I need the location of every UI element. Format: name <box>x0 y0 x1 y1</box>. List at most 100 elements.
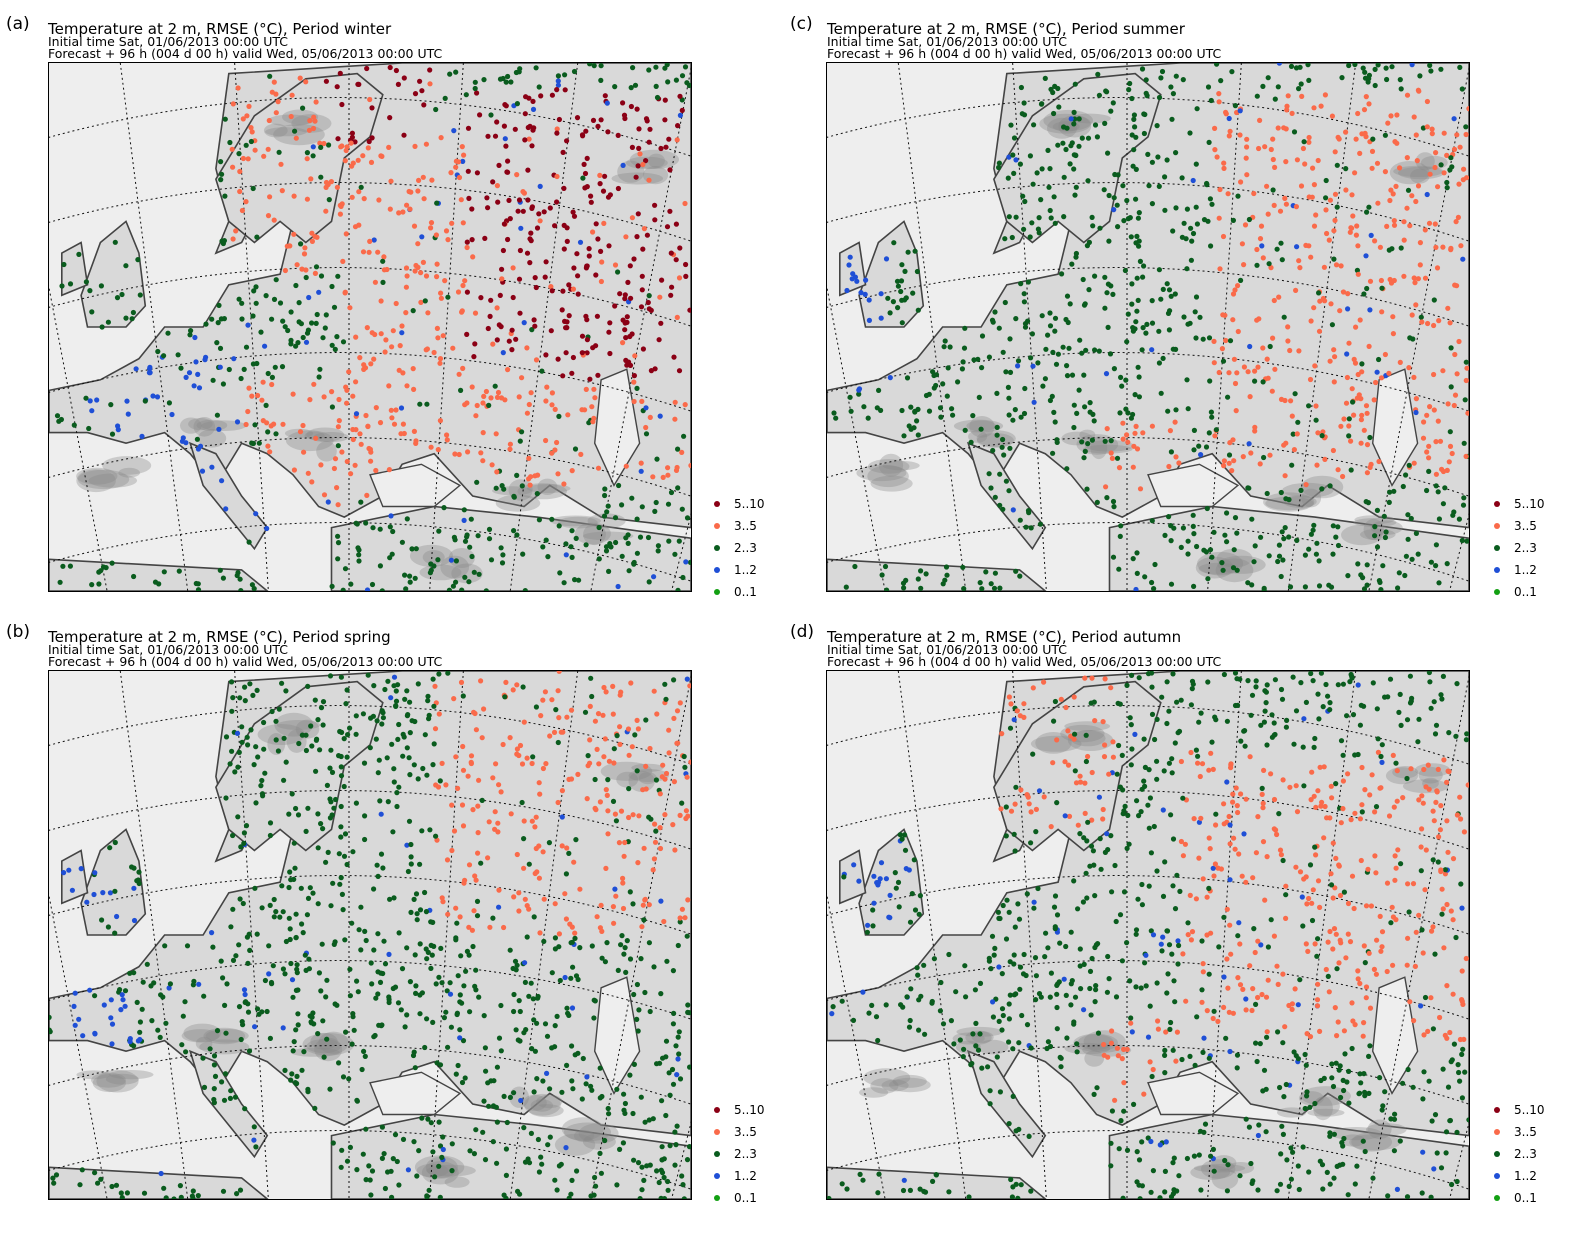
station-dot <box>1140 274 1146 280</box>
station-dot <box>329 583 335 590</box>
station-dot <box>1277 847 1284 853</box>
station-dot <box>1460 502 1467 508</box>
station-dot <box>901 585 907 591</box>
station-dot <box>318 988 324 994</box>
station-dot <box>1108 833 1114 839</box>
station-dot <box>1424 191 1430 198</box>
station-dot <box>986 958 992 964</box>
station-dot <box>686 82 691 89</box>
station-dot <box>1349 675 1355 681</box>
station-dot <box>533 65 539 71</box>
station-dot <box>1149 1073 1155 1080</box>
station-dot <box>1157 1142 1163 1148</box>
station-dot <box>1058 1064 1064 1070</box>
forecast-time: Forecast + 96 h (004 d 00 h) valid Wed, … <box>48 654 443 669</box>
station-dot <box>135 257 141 263</box>
station-dot <box>474 402 480 409</box>
station-dot <box>1353 232 1359 238</box>
station-dot <box>439 1154 445 1160</box>
station-dot <box>1175 938 1181 944</box>
station-dot <box>289 1071 295 1077</box>
station-dot <box>1162 1189 1168 1195</box>
station-dot <box>1444 179 1450 186</box>
station-dot <box>1241 831 1247 837</box>
station-dot <box>339 101 345 108</box>
station-dot <box>1431 322 1437 329</box>
station-dot <box>1208 409 1214 415</box>
station-dot <box>668 489 675 496</box>
station-dot <box>1021 701 1027 707</box>
station-dot <box>1111 207 1117 213</box>
station-dot <box>1028 809 1034 815</box>
station-dot <box>1312 1100 1318 1107</box>
station-dot <box>1456 1069 1462 1076</box>
station-dot <box>1447 1117 1453 1124</box>
station-dot <box>323 179 330 186</box>
terrain-shade <box>102 456 152 475</box>
station-dot <box>676 1029 682 1035</box>
station-dot <box>1441 757 1447 763</box>
station-dot <box>672 399 678 405</box>
station-dot <box>1290 1149 1296 1155</box>
station-dot <box>1212 861 1218 867</box>
station-dot <box>1223 1035 1229 1041</box>
station-dot <box>248 125 254 131</box>
station-dot <box>1185 321 1191 327</box>
station-dot <box>1227 128 1233 134</box>
station-dot <box>602 93 608 99</box>
station-dot <box>631 1157 637 1163</box>
terrain-shade <box>522 1094 547 1111</box>
station-dot <box>1318 671 1324 676</box>
station-dot <box>378 298 384 304</box>
station-dot <box>348 140 354 146</box>
station-dot <box>1453 934 1459 941</box>
legend-label: 2..3 <box>734 541 757 555</box>
station-dot <box>517 1008 523 1015</box>
station-dot <box>369 330 375 336</box>
station-dot <box>1383 65 1389 71</box>
station-dot <box>461 152 467 158</box>
station-dot <box>1375 63 1381 68</box>
station-dot <box>1420 1096 1426 1102</box>
station-dot <box>1124 432 1130 438</box>
station-dot <box>451 828 458 834</box>
station-dot <box>293 343 299 349</box>
station-dot <box>1128 234 1134 240</box>
station-dot <box>426 712 432 718</box>
station-dot <box>1164 157 1170 163</box>
inland-sea <box>1147 463 1240 508</box>
station-dot <box>356 222 362 228</box>
station-dot <box>1076 387 1082 393</box>
station-dot <box>240 155 246 162</box>
station-dot <box>1102 274 1108 280</box>
station-dot <box>1288 1145 1294 1151</box>
station-dot <box>1357 317 1363 323</box>
station-dot <box>416 1148 422 1154</box>
station-dot <box>1039 166 1045 172</box>
station-dot <box>431 349 437 356</box>
station-dot <box>1024 1022 1031 1028</box>
station-dot <box>621 951 627 957</box>
station-dot <box>1043 346 1049 352</box>
station-dot <box>614 1182 620 1188</box>
station-dot <box>1393 760 1399 766</box>
station-dot <box>1455 1062 1461 1068</box>
station-dot <box>899 320 905 326</box>
station-dot <box>123 263 129 269</box>
station-dot <box>413 983 419 989</box>
station-dot <box>1117 533 1123 539</box>
station-dot <box>331 805 337 811</box>
station-dot <box>249 129 255 135</box>
station-dot <box>261 153 267 159</box>
station-dot <box>249 582 255 588</box>
station-dot <box>249 440 255 446</box>
station-dot <box>1342 1051 1348 1057</box>
station-dot <box>1447 320 1453 326</box>
station-dot <box>535 1136 541 1143</box>
station-dot <box>885 295 891 301</box>
station-dot <box>401 132 407 138</box>
station-dot <box>419 828 425 834</box>
station-dot <box>1011 170 1017 176</box>
station-dot <box>1086 239 1092 245</box>
station-dot <box>253 1144 259 1150</box>
